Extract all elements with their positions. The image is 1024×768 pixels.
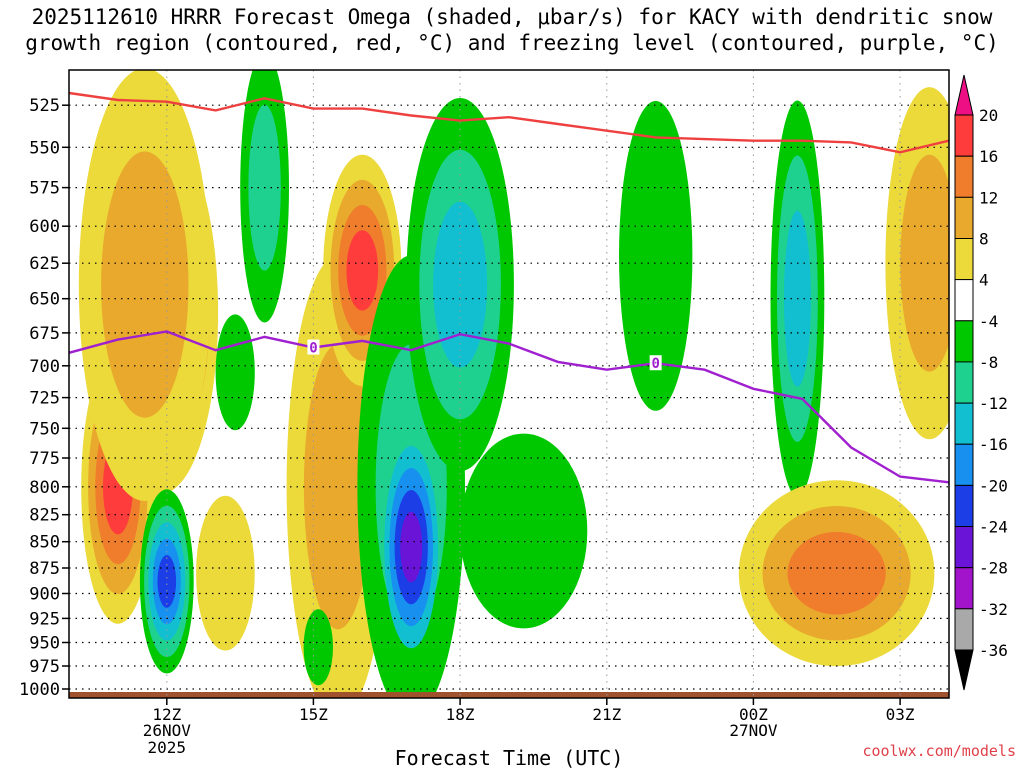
colorbar-band-8 [954, 443, 974, 486]
colorbar-band-4 [954, 279, 974, 322]
omega-contour-minus24-feature-11 [400, 511, 423, 583]
omega-field [69, 70, 949, 698]
omega-contour-plus8-feature-17 [900, 154, 949, 372]
colorbar-label-minus4: -4 [979, 312, 998, 331]
colorbar-bottom-arrow [954, 649, 974, 691]
omega-contour-minus4-feature-9 [303, 609, 333, 686]
freezing-level-label-0: 0 [309, 341, 317, 357]
contour-lines: 00 [69, 91, 949, 484]
colorbar-label-plus8: 8 [979, 230, 989, 249]
omega-contour-minus4-feature-4 [215, 314, 255, 431]
omega-contour-minus4-feature-13 [460, 433, 588, 629]
x-tick-label-12Z: 12Z [152, 705, 181, 724]
terrain-surface [69, 692, 949, 698]
colorbar: 20 16 12 8 4 -4 -8 -12 -16 -20 -24 -28 -32 -36 [954, 74, 1008, 691]
plot-frame [68, 69, 950, 699]
freezing-level-label-1: 0 [651, 356, 659, 372]
y-tick-label-1000: 1000 [19, 680, 60, 700]
x-tick-label-18Z: 18Z [446, 705, 475, 724]
colorbar-label-minus36: -36 [979, 641, 1008, 660]
y-tick-label-600: 600 [29, 217, 60, 237]
colorbar-label-plus16: 16 [979, 147, 998, 166]
x-tick-date-12Z: 26NOV [143, 721, 192, 740]
grid-lines [69, 70, 949, 698]
colorbar-band-7 [954, 402, 974, 445]
y-tick-label-800: 800 [29, 478, 60, 498]
colorbar-band-3 [954, 238, 974, 281]
colorbar-band-12 [954, 608, 974, 651]
colorbar-label-plus20: 20 [979, 106, 998, 125]
colorbar-band-6 [954, 361, 974, 404]
freezing-level-contour [69, 330, 949, 484]
x-tick-date-00Z: 27NOV [729, 721, 778, 740]
credit-text: coolwx.com/models [862, 742, 1016, 760]
x-axis-label: Forecast Time (UTC) [395, 746, 624, 768]
y-tick-label-750: 750 [29, 419, 60, 439]
x-tick-label-21Z: 21Z [592, 705, 621, 724]
colorbar-band-10 [954, 526, 974, 569]
y-tick-label-925: 925 [29, 609, 60, 629]
y-axis: 525 550 575 600 625 650 675 700 725 750 775 800 825 8… [19, 96, 69, 700]
y-tick-label-700: 700 [29, 357, 60, 377]
colorbar-label-minus28: -28 [979, 559, 1008, 578]
colorbar-label-minus20: -20 [979, 476, 1008, 495]
omega-contour-plus12-feature-16 [787, 531, 886, 615]
chart-title: 2025112610 HRRR Forecast Omega (shaded, … [0, 4, 1024, 56]
colorbar-label-minus16: -16 [979, 435, 1008, 454]
colorbar-label-plus4: 4 [979, 271, 989, 290]
omega-contour-plus16-feature-8 [346, 230, 379, 311]
colorbar-band-2 [954, 196, 974, 240]
y-tick-label-625: 625 [29, 254, 60, 274]
freezing-label-bg-0 [307, 339, 320, 355]
dendritic-growth-contour [69, 91, 949, 154]
x-tick-label-03Z: 03Z [886, 705, 915, 724]
omega-contour-minus20-feature-3 [157, 555, 177, 608]
colorbar-band-0 [954, 114, 974, 157]
chart-title-line-2: growth region (contoured, red, °C) and f… [25, 31, 999, 55]
y-tick-label-675: 675 [29, 324, 60, 344]
y-tick-label-950: 950 [29, 634, 60, 654]
x-tick-year-12Z: 2025 [148, 738, 187, 757]
y-tick-label-975: 975 [29, 657, 60, 677]
y-tick-label-575: 575 [29, 179, 60, 199]
colorbar-band-9 [954, 484, 974, 528]
y-tick-label-550: 550 [29, 138, 60, 158]
colorbar-band-11 [954, 567, 974, 610]
colorbar-label-minus12: -12 [979, 394, 1008, 413]
colorbar-band-1 [954, 155, 974, 198]
y-tick-label-525: 525 [29, 96, 60, 116]
colorbar-band-5 [954, 320, 974, 363]
colorbar-label-plus12: 12 [979, 188, 998, 207]
omega-contour-plus8-feature-2 [101, 151, 189, 418]
chart-title-line-1: 2025112610 HRRR Forecast Omega (shaded, … [31, 5, 993, 29]
colorbar-label-minus8: -8 [979, 353, 998, 372]
x-tick-label-15Z: 15Z [299, 705, 328, 724]
y-tick-label-900: 900 [29, 585, 60, 605]
colorbar-top-arrow [954, 74, 974, 116]
y-tick-label-875: 875 [29, 559, 60, 579]
colorbar-label-minus32: -32 [979, 600, 1008, 619]
omega-contour-plus4-feature-5 [196, 495, 255, 651]
y-tick-label-650: 650 [29, 290, 60, 310]
y-tick-label-775: 775 [29, 449, 60, 469]
omega-contour-plus8-feature-7 [303, 344, 372, 630]
colorbar-label-minus24: -24 [979, 518, 1008, 537]
x-tick-label-00Z: 00Z [739, 705, 768, 724]
y-tick-label-850: 850 [29, 533, 60, 553]
y-tick-label-825: 825 [29, 506, 60, 526]
y-tick-label-725: 725 [29, 389, 60, 409]
freezing-label-bg-1 [649, 355, 662, 371]
